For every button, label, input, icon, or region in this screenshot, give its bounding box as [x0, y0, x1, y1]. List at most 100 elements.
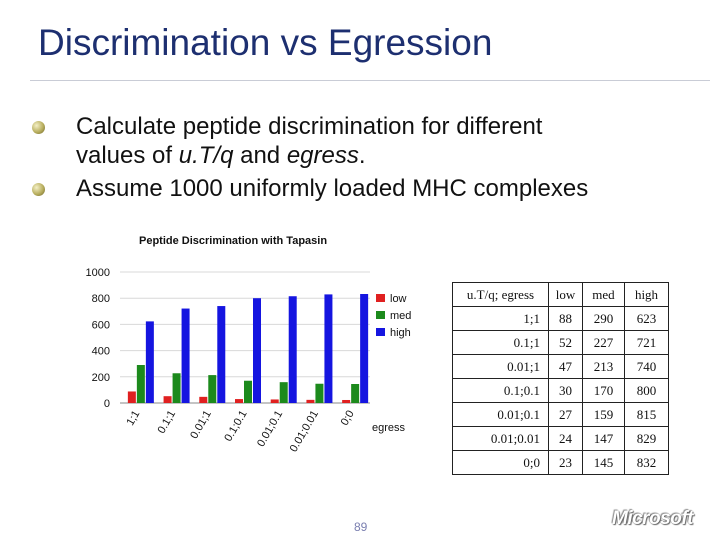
legend-label: high — [390, 327, 411, 339]
table-row: 1;1 88 290 623 — [452, 306, 669, 331]
table-cell: 52 — [548, 330, 583, 355]
bullet-2-text: Assume 1000 uniformly loaded MHC complex… — [76, 175, 589, 202]
table-header: low — [548, 282, 583, 307]
page-number: 89 — [354, 520, 368, 534]
bar-low — [127, 391, 136, 403]
bar-high — [145, 321, 154, 403]
y-tick-label: 200 — [92, 372, 110, 384]
table-cell: 30 — [548, 378, 583, 403]
x-tick-label: 0.01;0.1 — [255, 409, 285, 449]
table-cell: 623 — [624, 306, 669, 331]
table-header-row: u.T/q; egress low med high — [452, 282, 669, 307]
table-row: 0.1;0.1 30 170 800 — [452, 378, 669, 403]
bullet-item-2: Assume 1000 uniformly loaded MHC complex… — [32, 174, 702, 203]
table-cell: 800 — [624, 378, 669, 403]
table-cell: 88 — [548, 306, 583, 331]
table-cell: 290 — [582, 306, 625, 331]
bar-med — [244, 380, 252, 403]
chart-grid — [120, 271, 370, 404]
x-tick-label: 1;1 — [124, 409, 142, 428]
table-cell: 832 — [624, 450, 669, 475]
table-cell: 159 — [582, 402, 625, 427]
slide-title: Discrimination vs Egression — [38, 22, 493, 63]
bullet-icon — [32, 183, 45, 196]
legend-swatch-low — [376, 294, 385, 302]
x-tick-label: 0.01;1 — [188, 409, 214, 441]
table-header: high — [624, 282, 669, 307]
table-row-label: 0.01;0.01 — [452, 426, 549, 451]
bar-low — [342, 399, 351, 403]
table-cell: 24 — [548, 426, 583, 451]
legend-label: low — [390, 293, 407, 305]
legend-swatch-high — [376, 328, 385, 336]
microsoft-logo: Microsoft — [612, 508, 694, 529]
bullet-1-utq: u.T/q — [178, 142, 234, 169]
x-tick-label: 0.01;0.01 — [288, 409, 321, 455]
bar-med — [172, 373, 181, 403]
title-divider — [30, 80, 710, 81]
table-cell: 147 — [582, 426, 625, 451]
table-cell: 740 — [624, 354, 669, 379]
table-cell: 27 — [548, 402, 583, 427]
table-row-label: 0;0 — [452, 450, 549, 475]
bar-med — [279, 382, 288, 403]
table-header: u.T/q; egress — [452, 282, 549, 307]
bullet-list: Calculate peptide discrimination for dif… — [32, 112, 702, 207]
table-row-label: 1;1 — [452, 306, 549, 331]
table-row-label: 0.1;1 — [452, 330, 549, 355]
chart-title: Peptide Discrimination with Tapasin — [139, 235, 327, 247]
bar-low — [235, 399, 243, 403]
bar-high — [360, 294, 369, 403]
y-tick-label: 600 — [92, 319, 110, 331]
bar-low — [270, 399, 279, 403]
x-axis-ticks: 1;1 0.1;1 0.01;1 0.1;0.1 0.01;0.1 0.01;0.01 0;… — [124, 409, 356, 455]
table-row-label: 0.1;0.1 — [452, 378, 549, 403]
bullet-1-egress: egress — [286, 142, 359, 169]
x-tick-label: 0.1;0.1 — [222, 409, 249, 444]
table-cell: 47 — [548, 354, 583, 379]
x-axis-label: egress — [372, 422, 406, 434]
table-cell: 815 — [624, 402, 669, 427]
table-row: 0.01;1 47 213 740 — [452, 354, 669, 379]
chart-legend: low med high — [372, 290, 420, 344]
legend-label: med — [390, 310, 411, 322]
bar-high — [181, 308, 190, 403]
y-tick-label: 0 — [104, 398, 110, 410]
bullet-1-period: . — [358, 142, 366, 169]
bar-med — [208, 375, 217, 403]
x-tick-label: 0.1;1 — [156, 409, 179, 436]
bullet-icon — [32, 121, 45, 134]
bar-med — [136, 365, 145, 403]
data-table: u.T/q; egress low med high 1;1 88 290 623 0.… — [452, 282, 669, 475]
y-tick-label: 1000 — [86, 267, 110, 279]
bar-high — [253, 298, 261, 403]
discrimination-bar-chart: Peptide Discrimination with Tapasin 0 200… — [86, 235, 420, 455]
bullet-1-text-a: values of — [76, 142, 179, 169]
bar-med — [351, 384, 360, 403]
table-cell: 145 — [582, 450, 625, 475]
bar-low — [199, 396, 208, 403]
table-cell: 721 — [624, 330, 669, 355]
bar-high — [217, 306, 226, 403]
table-row: 0.01;0.01 24 147 829 — [452, 426, 669, 451]
bar-high — [324, 294, 333, 403]
bullet-1-text-b: and — [233, 142, 287, 169]
table-row: 0.1;1 52 227 721 — [452, 330, 669, 355]
bullet-1-line-1: Calculate peptide discrimination for dif… — [76, 113, 543, 140]
chart-bars — [127, 294, 369, 403]
y-axis-ticks: 0 200 400 600 800 1000 — [86, 267, 110, 410]
table-cell: 170 — [582, 378, 625, 403]
table-cell: 23 — [548, 450, 583, 475]
table-cell: 213 — [582, 354, 625, 379]
bar-med — [315, 383, 324, 403]
bar-high — [288, 296, 297, 403]
table-header: med — [582, 282, 625, 307]
y-tick-label: 400 — [92, 346, 110, 358]
table-cell: 227 — [582, 330, 625, 355]
table-row-label: 0.01;0.1 — [452, 402, 549, 427]
table-row-label: 0.01;1 — [452, 354, 549, 379]
table-cell: 829 — [624, 426, 669, 451]
legend-swatch-med — [376, 311, 385, 319]
bar-low — [306, 399, 315, 403]
table-row: 0.01;0.1 27 159 815 — [452, 402, 669, 427]
